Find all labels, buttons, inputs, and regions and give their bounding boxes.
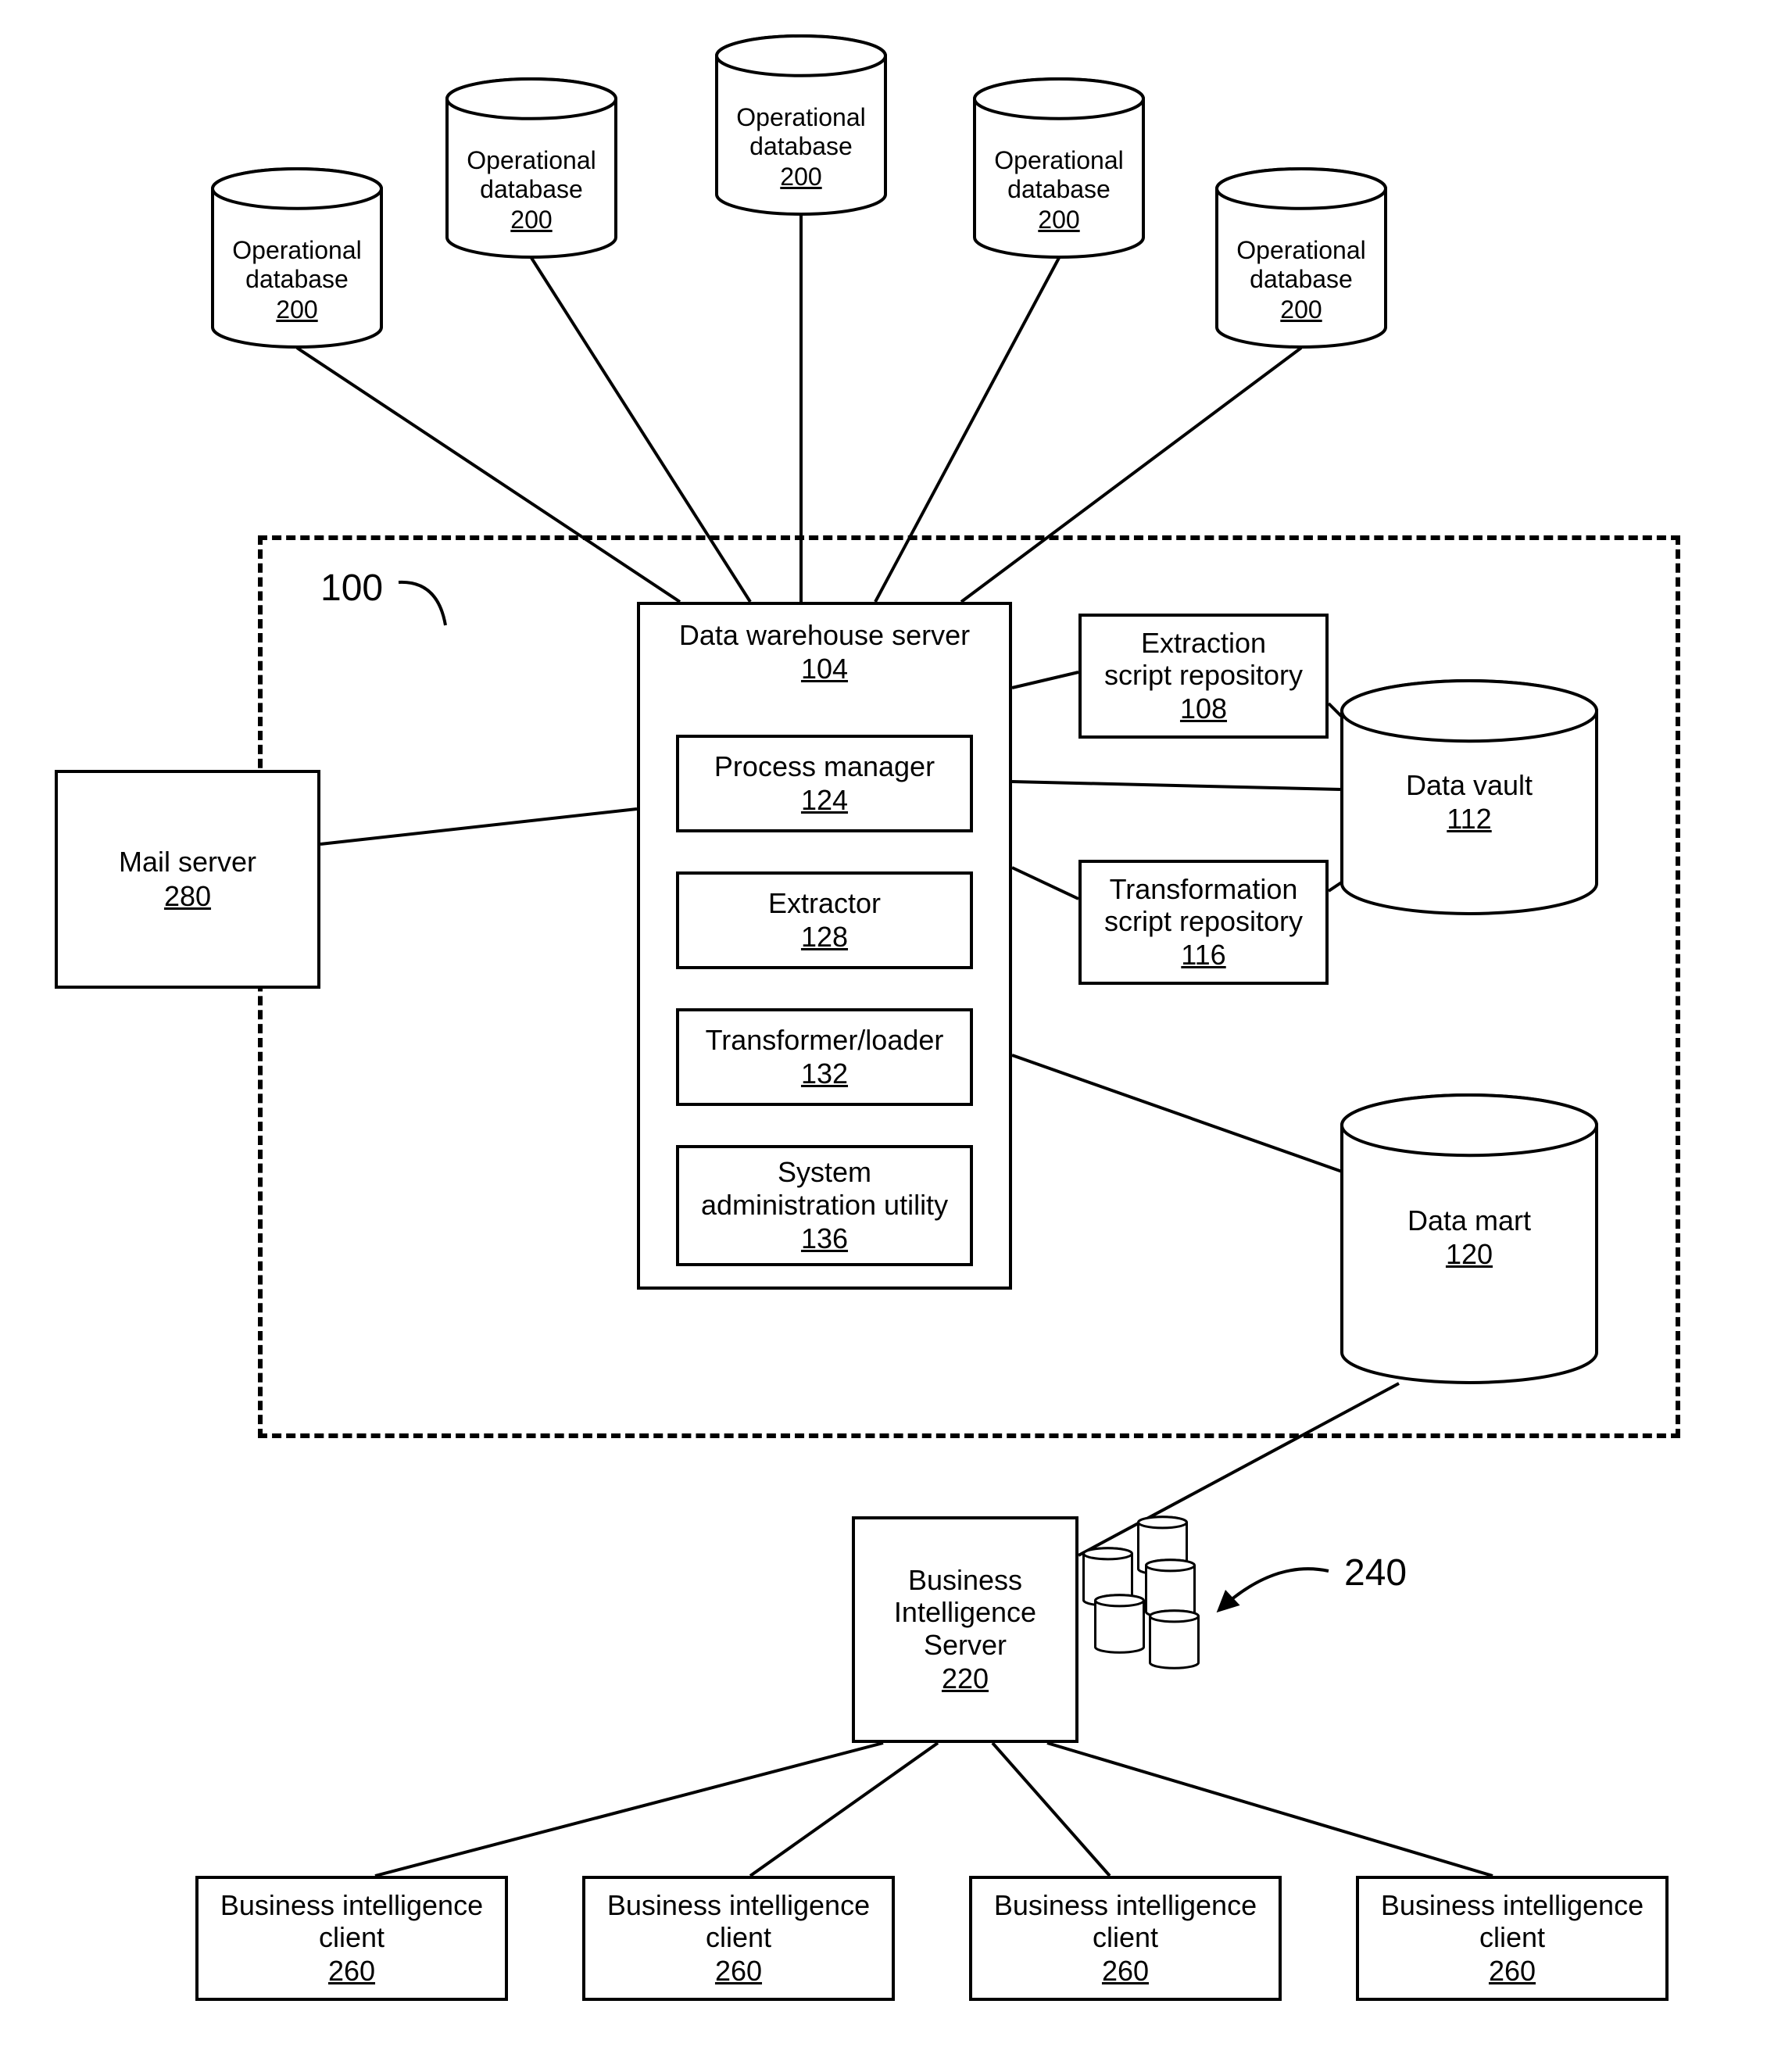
dw-child-pm-num: 124: [801, 784, 848, 817]
transformation-script-repo-label: Transformation script repository: [1104, 873, 1303, 938]
operational-database-3: [973, 78, 1145, 258]
extraction-script-repo-num: 108: [1180, 692, 1227, 725]
bi-server-box: Business Intelligence Server 220: [852, 1516, 1078, 1743]
dw-child-sau: System administration utility 136: [676, 1145, 973, 1266]
bi-server-label: Business Intelligence Server: [894, 1564, 1036, 1661]
data-warehouse-server-label: Data warehouse server: [679, 619, 970, 651]
extraction-script-repo-box: Extraction script repository 108: [1078, 614, 1329, 739]
dw-child-ext-label: Extractor: [768, 887, 881, 919]
dw-child-tl: Transformer/loader 132: [676, 1008, 973, 1106]
callout-100: 100: [320, 567, 383, 610]
extraction-script-repo-label: Extraction script repository: [1104, 627, 1303, 692]
operational-database-0: [211, 168, 383, 348]
callout-240-text: 240: [1344, 1552, 1407, 1594]
dw-child-ext-num: 128: [801, 921, 848, 954]
dw-child-tl-num: 132: [801, 1057, 848, 1090]
bi-client-2-label: Business intelligence client: [994, 1889, 1257, 1954]
bi-client-3-label: Business intelligence client: [1381, 1889, 1644, 1954]
data-mart-cylinder: [1340, 1094, 1598, 1383]
bi-client-2-num: 260: [1102, 1955, 1149, 1988]
mail-server-box: Mail server 280: [55, 770, 320, 989]
olap-cube-4: [1149, 1610, 1200, 1673]
bi-client-1-label: Business intelligence client: [607, 1889, 870, 1954]
dw-child-pm-label: Process manager: [714, 750, 935, 782]
bi-client-1-num: 260: [715, 1955, 762, 1988]
callout-240: 240: [1344, 1551, 1407, 1594]
operational-database-2: [715, 35, 887, 215]
operational-database-1: [445, 78, 617, 258]
operational-database-4: [1215, 168, 1387, 348]
dw-child-sau-num: 136: [801, 1222, 848, 1255]
data-vault-cylinder: [1340, 680, 1598, 914]
mail-server-label: Mail server: [119, 846, 256, 878]
bi-server-num: 220: [942, 1662, 989, 1695]
dw-child-ext: Extractor 128: [676, 871, 973, 969]
bi-client-3: Business intelligence client 260: [1356, 1876, 1669, 2001]
bi-client-0-label: Business intelligence client: [220, 1889, 483, 1954]
transformation-script-repo-box: Transformation script repository 116: [1078, 860, 1329, 985]
transformation-script-repo-num: 116: [1181, 939, 1225, 972]
bi-client-0: Business intelligence client 260: [195, 1876, 508, 2001]
olap-cubes-icon: [1082, 1516, 1239, 1688]
callout-100-text: 100: [320, 567, 383, 609]
bi-client-2: Business intelligence client 260: [969, 1876, 1282, 2001]
mail-server-num: 280: [164, 880, 211, 913]
dw-child-tl-label: Transformer/loader: [706, 1024, 944, 1056]
dw-child-sau-label: System administration utility: [701, 1156, 948, 1221]
dw-child-pm: Process manager 124: [676, 735, 973, 832]
bi-client-0-num: 260: [328, 1955, 375, 1988]
bi-client-3-num: 260: [1489, 1955, 1536, 1988]
bi-client-1: Business intelligence client 260: [582, 1876, 895, 2001]
data-warehouse-server-num: 104: [801, 653, 848, 685]
olap-cube-3: [1094, 1594, 1145, 1657]
